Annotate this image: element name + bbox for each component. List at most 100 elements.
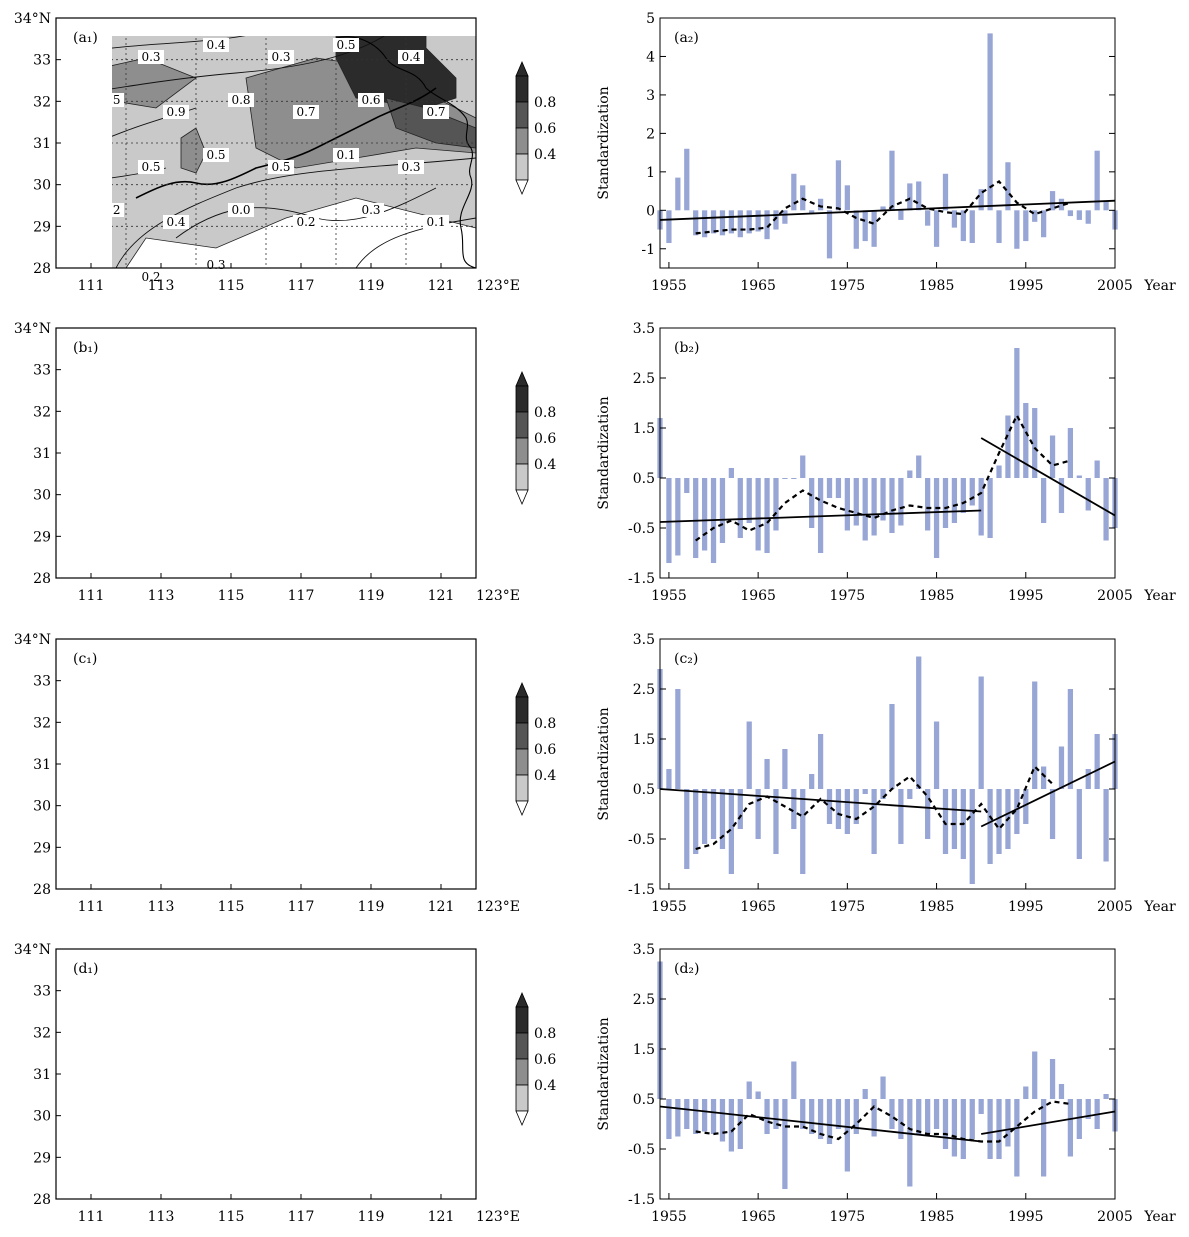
contour-label-box: [268, 470, 294, 484]
smoothed-curve: [695, 1100, 1071, 1143]
y-tick-label: 3: [646, 88, 655, 104]
contour-label: 0.5: [98, 1134, 124, 1148]
contour-label-text: 0.2: [271, 981, 290, 995]
bar: [889, 1099, 895, 1129]
x-tick-label: 1965: [740, 588, 776, 604]
bar: [1041, 478, 1047, 523]
bar: [1067, 1099, 1074, 1157]
bar: [987, 478, 993, 538]
trend-line: [659, 509, 982, 523]
contour-label-text: 0.2: [271, 360, 290, 374]
contour-label-box: [268, 781, 294, 795]
y-axis-label: Standardization: [596, 1017, 612, 1130]
bar: [800, 789, 806, 874]
bar: [764, 1099, 770, 1134]
contour-label: 0.3: [268, 50, 294, 64]
contour-label: 0.2: [333, 769, 359, 783]
contour-label-box: [98, 1134, 124, 1148]
contour-label: 0.8: [138, 671, 164, 685]
y-axis-label: Standardization: [596, 86, 612, 199]
y-tick-label: -1.5: [628, 571, 655, 587]
contour-label-box: [398, 160, 424, 174]
bar: [693, 478, 699, 558]
lon-tick-label: 111: [78, 1209, 105, 1225]
chart-frame: [659, 327, 1116, 579]
colorbar-label: 0.6: [534, 121, 556, 137]
lon-tick-label: 117: [288, 1209, 315, 1225]
y-tick-label: 2: [646, 126, 655, 142]
colorbar-segment: [515, 1032, 529, 1060]
contour-label: 0.5: [228, 1134, 254, 1148]
contour-line: [56, 1139, 156, 1199]
contour-label-text: 0.3: [361, 203, 380, 217]
contour-label: 0.2: [423, 726, 449, 740]
colorbar-segment: [515, 385, 529, 413]
map-content: 0.3 0.1 0.2 0.2 0.1 0.1 0.2 0.2 0.4 0.3 0.5 0.6 0.2 0…: [56, 949, 476, 1199]
contour-label: 0.2: [203, 969, 229, 983]
bar: [1094, 150, 1100, 211]
x-tick-label: 1995: [1008, 1209, 1044, 1225]
lat-tick-label: 32: [33, 1025, 51, 1041]
bar: [1032, 408, 1038, 478]
contour-label-box: [138, 360, 164, 374]
contour-label-box: [333, 769, 359, 783]
lon-tick-label: 115: [218, 899, 245, 915]
y-tick-label: 0.5: [633, 782, 655, 798]
contour-label: 0.4: [398, 50, 424, 64]
bar: [737, 478, 743, 538]
bar: [1085, 1099, 1091, 1119]
contour-line: [436, 959, 456, 1059]
contour-label-text: 0.4: [206, 38, 225, 52]
bar: [969, 478, 975, 506]
colorbar-segment: [515, 437, 529, 465]
contour-label: 0.2: [73, 258, 99, 272]
colorbar-segment: [515, 127, 529, 155]
contour-label-text: 0.7: [336, 1079, 355, 1093]
lon-tick-label-last: 123°E: [476, 899, 520, 915]
contour-label: 0.2: [163, 1036, 189, 1050]
contour-line: [56, 1009, 436, 1039]
bar: [835, 789, 842, 829]
y-tick-label: 5: [646, 11, 655, 27]
contour-label-text: 0.2: [141, 270, 160, 284]
bar: [978, 478, 984, 536]
contour-label: 0.6: [398, 671, 424, 685]
contour-label-text: 0.9: [166, 105, 185, 119]
contour-label-text: 0.2: [76, 258, 95, 272]
map-content: 0.80.80.70.70.60.60.50.50.40.40.30.20.10…: [56, 639, 476, 889]
map-background: [56, 328, 476, 578]
contour-label: 0.4: [293, 726, 319, 740]
chart-panel-label: (a₂): [674, 30, 699, 46]
bar: [835, 160, 842, 211]
bar: [1103, 1094, 1109, 1099]
chart-panel-label: (b₂): [674, 340, 700, 356]
contour-label-text: 0.8: [231, 93, 250, 107]
colorbar-segment: [515, 722, 529, 750]
contour-fill-region: [216, 448, 476, 578]
y-tick-label: 0: [646, 203, 655, 219]
bar: [853, 210, 859, 249]
bar: [862, 789, 868, 794]
contour-label-text: 0.1: [401, 981, 420, 995]
bar: [925, 1099, 931, 1134]
contour-label-box: [163, 1146, 189, 1160]
contour-label-text: 0.4: [231, 714, 250, 728]
contour-label-box: [423, 1036, 449, 1050]
lat-tick-label: 31: [33, 757, 51, 773]
bar: [782, 1099, 788, 1189]
colorbar-segment: [515, 1058, 529, 1086]
bar: [844, 789, 850, 834]
y-tick-label: 0.5: [633, 471, 655, 487]
bar: [1085, 769, 1091, 789]
bar: [1103, 200, 1109, 211]
bar: [1076, 1099, 1082, 1139]
contour-label-text: 0.5: [101, 714, 120, 728]
bar: [728, 789, 734, 874]
contour-label: 0.2: [138, 270, 164, 284]
contour-line: [256, 868, 476, 889]
bar: [925, 478, 931, 531]
bar: [737, 789, 743, 829]
x-tick-label: 2005: [1097, 588, 1133, 604]
